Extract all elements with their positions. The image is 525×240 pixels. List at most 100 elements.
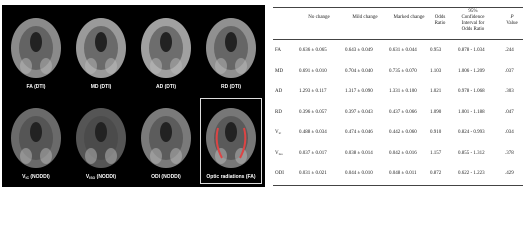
table-cell: 0.396 ± 0.057 [299, 109, 327, 115]
image-caption: FA (DTI) [5, 84, 67, 90]
image-caption: RD (DTI) [200, 84, 262, 90]
table-cell: 1.103 [430, 68, 442, 74]
label-text: RD [275, 109, 282, 115]
table-cell: 1.021 [430, 89, 442, 94]
header-line: Confidence [461, 15, 485, 20]
table-cell: 1.006 - 1.209 [458, 68, 485, 74]
page: FA (DTI) MD (DTI) AD (DTI) RD (DTI) VIC (NOD… [2, 5, 523, 187]
image-panel: FA (DTI) MD (DTI) AD (DTI) RD (DTI) VIC (NOD… [2, 5, 265, 187]
label-text: FA [275, 48, 282, 53]
brain-image: FA (DTI) [5, 8, 67, 94]
brain-image: Optic radiations (FA) [200, 98, 262, 184]
table-cell: 0.038 ± 0.014 [345, 150, 373, 156]
table-cell: 0.978 - 1.068 [458, 89, 485, 94]
label-text: AD [275, 89, 283, 94]
brain-image: VISO (NODDI) [70, 98, 132, 184]
rule [273, 185, 523, 186]
rule [273, 7, 523, 8]
table-cell: 0.878 - 1.034 [458, 48, 485, 53]
scan [206, 18, 256, 78]
label-text: (NODDI) [29, 174, 50, 180]
table-cell: 0.488 ± 0.034 [299, 130, 327, 135]
table-cell: 1.157 [430, 150, 442, 156]
image-caption: AD (DTI) [135, 84, 197, 90]
header-line: Ratio [434, 21, 446, 26]
brain-image: AD (DTI) [135, 8, 197, 94]
row-label: ODI [275, 171, 284, 177]
label-text: V [275, 150, 279, 156]
image-caption: VIC (NODDI) [5, 174, 67, 180]
label-text: ODI [275, 171, 284, 176]
column-header: Odds Ratio [430, 15, 450, 27]
column-header: Marked change [389, 15, 429, 21]
label-text: MD [275, 68, 284, 74]
table-cell: .047 [505, 109, 514, 115]
table-cell: 0.953 [430, 48, 442, 53]
brain-image: MD (DTI) [70, 8, 132, 94]
scan [76, 18, 126, 78]
subscript: IC [25, 176, 30, 180]
row-label: RD [275, 110, 282, 116]
header-line: Interval for [461, 21, 485, 26]
header-line: Odds Ratio [461, 27, 485, 32]
column-header: No change [299, 15, 339, 21]
table-cell: 0.855 - 1.312 [458, 150, 485, 156]
table-cell: .037 [505, 68, 514, 74]
table-cell: 0.824 - 0.993 [458, 130, 485, 135]
image-caption: Optic radiations (FA) [200, 174, 262, 180]
row-label: MD [275, 69, 283, 75]
header-line: Mild change [352, 15, 378, 20]
header-line: Odds [434, 15, 446, 20]
rule [273, 39, 523, 40]
table-cell: 1.090 [430, 109, 442, 115]
table-cell: 0.048 ± 0.011 [389, 171, 417, 176]
table-cell: 1.001 - 1.188 [458, 109, 485, 115]
table-cell: 0.622 - 1.223 [458, 171, 485, 176]
table-cell: 0.437 ± 0.066 [389, 109, 417, 115]
table-cell: .244 [505, 48, 514, 53]
table-cell: 0.735 ± 0.070 [389, 68, 417, 74]
label-text: ODI (NODDI) [151, 174, 181, 180]
row-label: AD [275, 89, 282, 95]
table-cell: 0.643 ± 0.049 [345, 48, 373, 53]
brain-image: RD (DTI) [200, 8, 262, 94]
header-line: Value [506, 21, 518, 26]
table-cell: 0.037 ± 0.017 [299, 150, 327, 156]
table-cell: .429 [505, 171, 514, 176]
subscript: ic [278, 131, 282, 135]
label-text: V [22, 174, 26, 180]
scan [11, 18, 61, 78]
table-cell: 0.044 ± 0.010 [345, 171, 373, 176]
table-cell: 0.872 [430, 171, 442, 176]
table-cell: 0.442 ± 0.060 [389, 130, 417, 135]
table-cell: 1.317 ± 0.090 [345, 89, 373, 94]
subscript: iso [278, 151, 283, 156]
label-text: Optic radiations (FA) [206, 174, 256, 180]
table-cell: 1.293 ± 0.117 [299, 89, 327, 94]
table-cell: 0.691 ± 0.010 [299, 68, 327, 74]
row-label: Vic [275, 130, 281, 136]
header-line: 95% [468, 9, 478, 14]
label-text: V [275, 130, 279, 135]
table-cell: 0.636 ± 0.065 [299, 48, 327, 53]
scan [141, 108, 191, 168]
table-cell: 0.031 ± 0.021 [299, 171, 327, 176]
header-line: Marked change [393, 15, 425, 20]
results-table: No change Mild change Marked change Odds Rat… [273, 5, 523, 187]
subscript: ISO [89, 176, 96, 180]
label-text: AD (DTI) [156, 84, 176, 90]
label-text: V [85, 174, 90, 180]
table-cell: 0.704 ± 0.040 [345, 68, 373, 74]
label-text: FA (DTI) [26, 84, 46, 90]
column-header: 95% Confidence Interval for Odds Ratio [448, 9, 498, 33]
image-caption: MD (DTI) [70, 84, 132, 90]
row-label: Viso [275, 151, 283, 157]
scan [206, 108, 256, 168]
table-cell: 0.042 ± 0.016 [389, 150, 417, 156]
table-cell: .034 [505, 130, 514, 135]
column-header: P Value [505, 15, 519, 27]
table-cell: .303 [505, 89, 514, 94]
label-text: (NODDI) [95, 174, 117, 180]
scan [76, 108, 126, 168]
header-line: P [510, 15, 514, 20]
